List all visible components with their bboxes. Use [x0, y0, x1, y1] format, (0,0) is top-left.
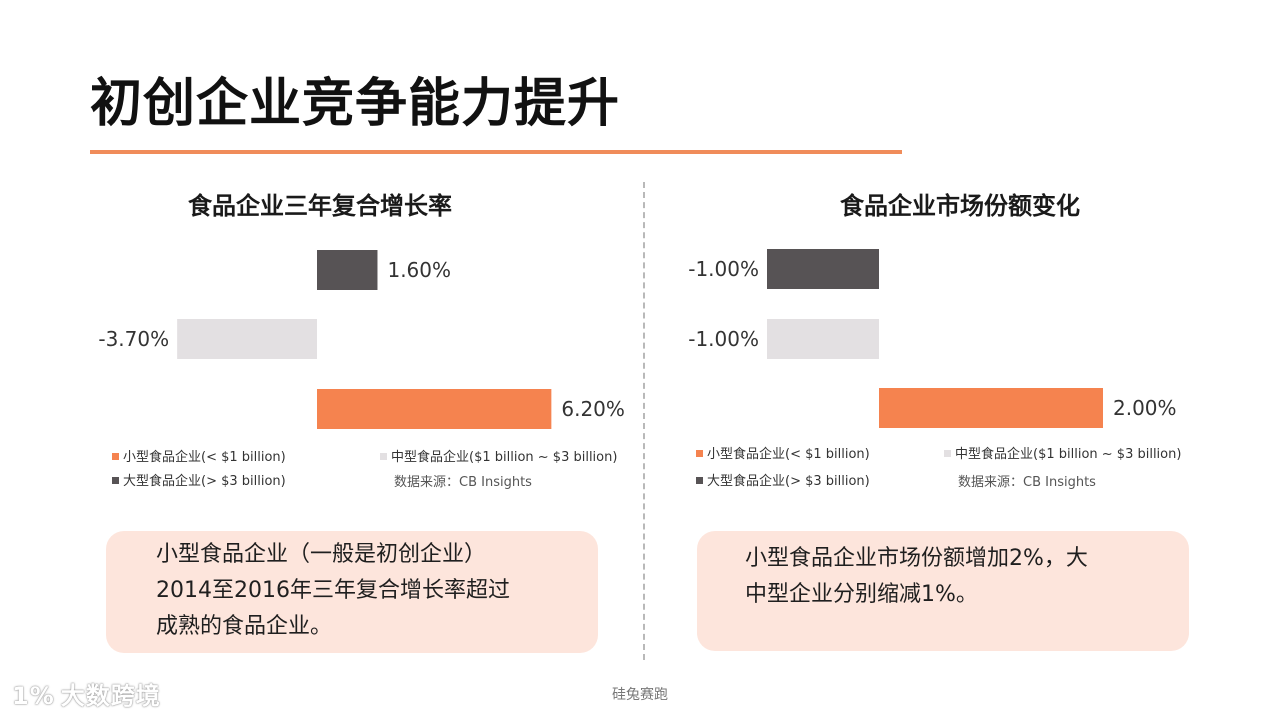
legend-label-small: 小型食品企业(< $1 billion): [123, 450, 286, 465]
data-label-large: 1.60%: [387, 258, 451, 282]
watermark-text: 大数跨境: [60, 682, 161, 710]
data-label-small: 2.00%: [1113, 396, 1177, 420]
watermark-logo-icon: 1%: [12, 682, 55, 710]
callout-line: 中型企业分别缩减1%。: [745, 582, 978, 607]
bar-medium: [177, 319, 317, 359]
data-label-small: 6.20%: [561, 397, 625, 421]
left-panel: 食品企业三年复合增长率 1.60% -3.70% 6.20% 小型食品企业(< $1…: [98, 192, 625, 653]
bar-small: [879, 388, 1103, 428]
watermark: 1% 大数跨境: [12, 676, 161, 711]
growth-bar-chart: 1.60% -3.70% 6.20%: [98, 250, 625, 429]
legend-swatch-large: [112, 477, 119, 484]
bar-small: [317, 389, 552, 429]
footer-credit: 硅兔赛跑: [612, 687, 668, 703]
legend-item-medium: 中型食品企业($1 billion ~ $3 billion): [380, 446, 617, 465]
legend-label-small: 小型食品企业(< $1 billion): [707, 447, 870, 462]
bar-medium: [767, 319, 879, 359]
share-bar-chart: -1.00% -1.00% 2.00%: [688, 249, 1177, 428]
page-title: 初创企业竞争能力提升: [90, 74, 621, 134]
legend-item-large: 大型食品企业(> $3 billion): [696, 470, 870, 489]
legend-label-medium: 中型食品企业($1 billion ~ $3 billion): [391, 450, 618, 465]
legend-swatch-small: [696, 450, 703, 457]
data-label-large: -1.00%: [688, 257, 759, 281]
legend-swatch-small: [112, 453, 119, 460]
callout-growth: 小型食品企业（一般是初创企业） 2014至2016年三年复合增长率超过 成熟的食…: [106, 531, 598, 653]
legend-label-large: 大型食品企业(> $3 billion): [707, 474, 870, 489]
callout-line: 小型食品企业（一般是初创企业）: [156, 542, 487, 567]
right-panel: 食品企业市场份额变化 -1.00% -1.00% 2.00% 小型食品企业(< $1…: [640, 0, 1280, 720]
legend-swatch-medium: [380, 453, 387, 460]
legend-label-large: 大型食品企业(> $3 billion): [123, 474, 286, 489]
title-underline: [90, 150, 902, 154]
panel-divider: [643, 182, 645, 660]
data-source: 数据来源：CB Insights: [394, 475, 532, 490]
legend-swatch-large: [696, 477, 703, 484]
legend-swatch-medium: [944, 450, 951, 457]
data-label-medium: -1.00%: [688, 327, 759, 351]
legend-item-large: 大型食品企业(> $3 billion): [112, 470, 286, 489]
legend-item-small: 小型食品企业(< $1 billion): [696, 443, 870, 462]
chart-title-share: 食品企业市场份额变化: [840, 192, 1080, 220]
legend-item-medium: 中型食品企业($1 billion ~ $3 billion): [944, 443, 1181, 462]
bar-large: [317, 250, 378, 290]
data-label-medium: -3.70%: [98, 327, 169, 351]
chart-title-growth: 食品企业三年复合增长率: [188, 192, 452, 220]
legend-item-small: 小型食品企业(< $1 billion): [112, 446, 286, 465]
callout-line: 小型食品企业市场份额增加2%，大: [745, 546, 1088, 571]
legend-label-medium: 中型食品企业($1 billion ~ $3 billion): [955, 447, 1182, 462]
callout-line: 2014至2016年三年复合增长率超过: [156, 578, 510, 603]
data-source: 数据来源：CB Insights: [958, 475, 1096, 490]
bar-large: [767, 249, 879, 289]
callout-line: 成熟的食品企业。: [156, 614, 333, 639]
callout-share: 小型食品企业市场份额增加2%，大 中型企业分别缩减1%。: [697, 531, 1189, 651]
